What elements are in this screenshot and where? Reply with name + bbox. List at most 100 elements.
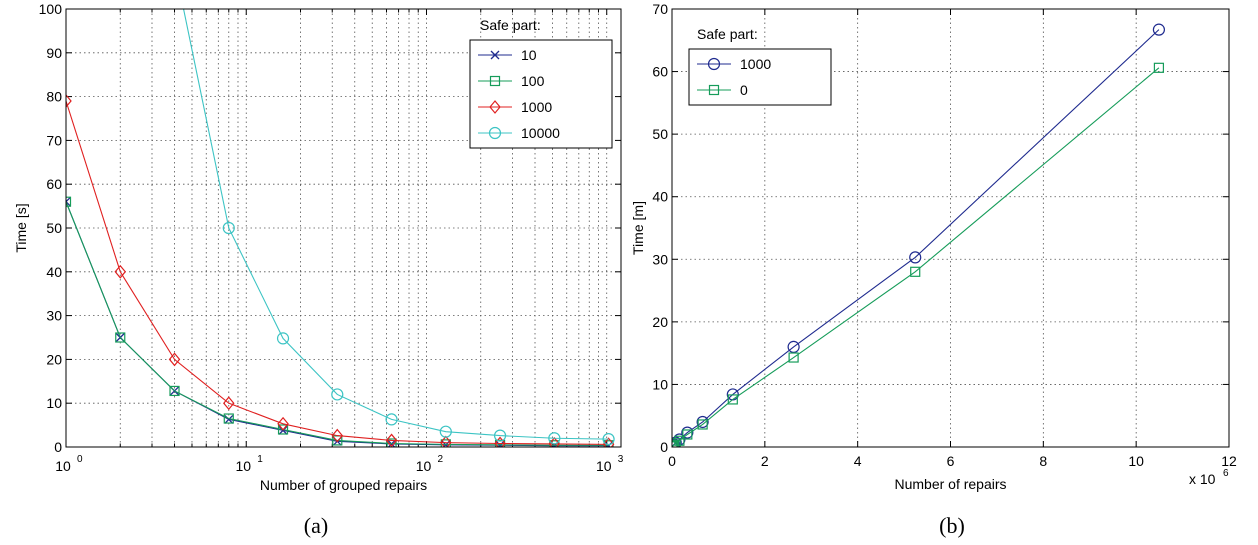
legend-label-10: 10 bbox=[521, 47, 537, 63]
x-tick-label: 10 2 bbox=[416, 454, 444, 474]
data-point-1000-3 bbox=[222, 396, 235, 411]
data-point-100-6 bbox=[386, 438, 397, 447]
data-point-0-8-shape bbox=[788, 352, 799, 363]
legend-label-1000: 1000 bbox=[740, 56, 771, 72]
data-point-1000-3-shape bbox=[222, 396, 235, 411]
data-point-1000-1-shape bbox=[114, 264, 127, 279]
data-point-100-0-shape bbox=[66, 196, 72, 207]
y-tick-label: 70 bbox=[652, 1, 668, 17]
x-multiplier-exponent: 6 bbox=[1223, 468, 1229, 479]
y-tick-label: 0 bbox=[54, 439, 62, 455]
data-point-10000-9 bbox=[548, 432, 561, 445]
data-point-1000-8-shape bbox=[494, 436, 506, 447]
legend-entry-1000: 1000 bbox=[478, 99, 552, 115]
data-point-0-3-shape bbox=[672, 438, 681, 447]
data-point-1000-3 bbox=[672, 436, 682, 447]
data-point-10-0-stroke-1 bbox=[66, 200, 71, 207]
data-point-10000-4 bbox=[276, 332, 290, 345]
data-point-10000-7-shape bbox=[439, 425, 452, 438]
data-point-1000-6-shape bbox=[385, 433, 398, 447]
series-line-1000 bbox=[66, 100, 609, 445]
data-point-10-10 bbox=[604, 441, 614, 447]
x-tick-label: 10 0 bbox=[55, 454, 83, 474]
legend-title: Safe part: bbox=[697, 26, 758, 42]
data-point-1000-2 bbox=[168, 352, 181, 367]
data-point-1000-2-shape bbox=[168, 352, 181, 367]
y-tick-label: 90 bbox=[46, 45, 62, 61]
data-point-0-8 bbox=[788, 352, 799, 363]
data-point-0-3 bbox=[672, 438, 681, 447]
legend-marker-10000-shape bbox=[488, 126, 502, 140]
x-tick-label: 4 bbox=[854, 453, 862, 469]
legend-marker-1000 bbox=[707, 57, 721, 71]
data-point-10000-8-shape bbox=[493, 429, 507, 442]
legend: Safe part: 1000 0 bbox=[688, 26, 832, 106]
data-point-1000-10-shape bbox=[602, 437, 615, 447]
y-tick-label: 0 bbox=[660, 439, 668, 455]
data-point-1000-6 bbox=[696, 415, 709, 429]
data-point-1000-9 bbox=[909, 251, 922, 264]
axes-box bbox=[65, 8, 622, 448]
y-tick-label: 20 bbox=[46, 351, 62, 367]
data-point-10-0-stroke-2 bbox=[66, 197, 71, 203]
data-point-10000-3-shape bbox=[222, 221, 235, 235]
data-point-100-4 bbox=[277, 424, 289, 435]
data-point-1000-0 bbox=[66, 94, 72, 108]
data-point-1000-5-shape bbox=[331, 428, 344, 443]
data-point-100-4-shape bbox=[277, 424, 289, 435]
legend-label-10000: 10000 bbox=[521, 125, 560, 141]
data-point-100-3 bbox=[223, 413, 234, 424]
data-point-10000-10-shape bbox=[602, 433, 615, 446]
y-tick-label: 60 bbox=[652, 64, 668, 80]
x-tick-label-exponent: 2 bbox=[437, 454, 443, 465]
data-point-0-4-shape bbox=[674, 435, 685, 446]
y-tick-label: 50 bbox=[46, 220, 62, 236]
data-point-1000-7 bbox=[440, 435, 452, 447]
legend-marker-1000-shape bbox=[489, 100, 501, 114]
x-tick-label-base: 10 bbox=[55, 458, 71, 474]
y-tick-label: 50 bbox=[652, 126, 668, 142]
legend-label-100: 100 bbox=[521, 73, 545, 89]
data-point-1000-8 bbox=[494, 436, 506, 447]
x-tick-label-base: 10 bbox=[416, 458, 432, 474]
legend-box bbox=[469, 39, 613, 149]
y-tick-label: 40 bbox=[652, 189, 668, 205]
data-point-0-5-shape bbox=[682, 429, 693, 440]
x-tick-label: 2 bbox=[761, 453, 769, 469]
series-group bbox=[66, 9, 615, 447]
data-point-10000-5 bbox=[331, 388, 344, 401]
legend-entry-10000: 10000 bbox=[478, 125, 560, 141]
data-point-1000-1 bbox=[114, 264, 127, 279]
legend-marker-0 bbox=[708, 84, 720, 96]
data-point-1000-4 bbox=[277, 416, 289, 431]
data-point-100-2-shape bbox=[169, 385, 180, 397]
data-point-10000-7 bbox=[439, 425, 452, 438]
data-point-1000-5 bbox=[331, 428, 344, 443]
data-point-100-3-shape bbox=[223, 413, 234, 424]
y-axis-label: Time [m] bbox=[630, 201, 646, 255]
axes-box bbox=[671, 8, 1230, 448]
y-axis-label: Time [s] bbox=[13, 203, 29, 252]
figure-caption: (b) bbox=[939, 513, 965, 538]
x-tick-label: 0 bbox=[668, 453, 676, 469]
y-tick-label: 30 bbox=[46, 308, 62, 324]
x-tick-label: 10 1 bbox=[235, 454, 263, 474]
data-point-10-10-stroke-2 bbox=[606, 441, 614, 447]
legend: Safe part: 10 100 1000 10000 bbox=[469, 17, 613, 149]
data-point-1000-10 bbox=[1152, 23, 1166, 36]
legend-title: Safe part: bbox=[480, 17, 541, 33]
data-point-1000-5-shape bbox=[681, 426, 694, 439]
y-tick-label: 40 bbox=[46, 264, 62, 280]
x-tick-label: 6 bbox=[947, 453, 955, 469]
legend-entry-1000: 1000 bbox=[697, 56, 771, 72]
data-point-10-3-stroke-2 bbox=[224, 414, 234, 424]
series-line-10000 bbox=[183, 9, 609, 440]
x-tick-label-base: 10 bbox=[596, 458, 612, 474]
x-tick-label-exponent: 3 bbox=[618, 454, 624, 465]
legend-marker-10-stroke-2 bbox=[490, 50, 500, 60]
data-point-100-1-shape bbox=[115, 332, 126, 343]
y-tick-label: 10 bbox=[652, 376, 668, 392]
legend-marker-1000 bbox=[489, 100, 501, 114]
legend-label-1000: 1000 bbox=[521, 99, 552, 115]
data-point-1000-5 bbox=[681, 426, 694, 439]
